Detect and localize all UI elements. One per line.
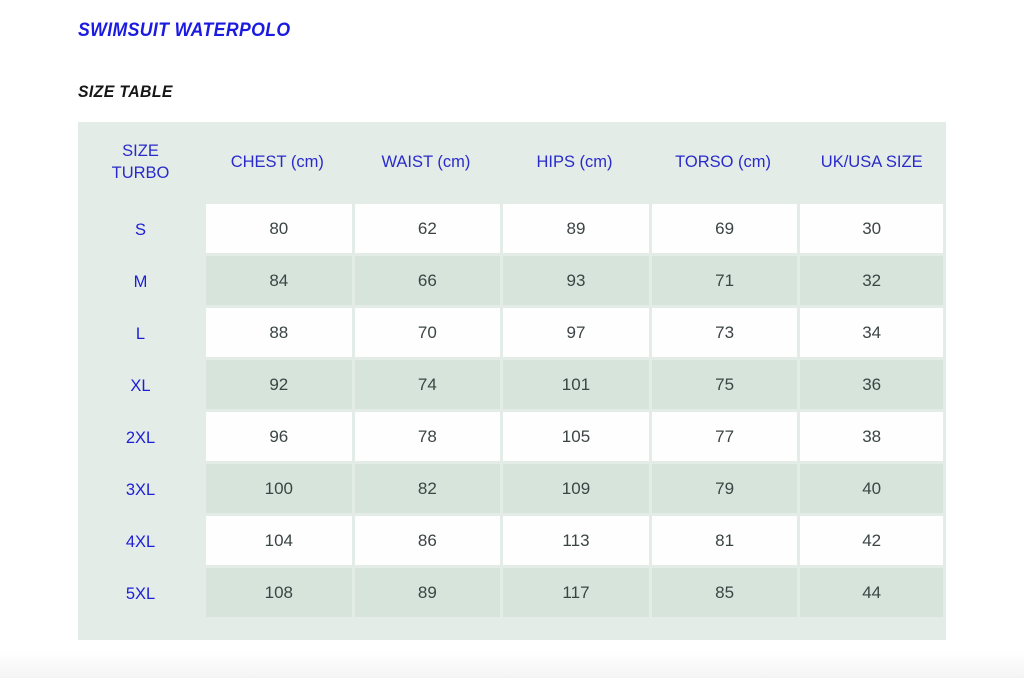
cell-hips: 89 (500, 204, 649, 256)
cell-waist: 66 (351, 256, 501, 308)
cell-uk-usa: 42 (797, 516, 946, 568)
cell-chest: 108 (203, 568, 352, 620)
table-row: 3XL 100 82 109 79 40 (78, 464, 946, 516)
product-title: SWIMSUIT WATERPOLO (78, 20, 291, 41)
cell-waist: 74 (351, 360, 501, 412)
cell-hips: 101 (500, 360, 649, 412)
cell-waist: 62 (351, 204, 501, 256)
cell-torso: 79 (648, 464, 798, 516)
cell-uk-usa: 38 (797, 412, 946, 464)
table-header: SIZE TURBO CHEST (cm) WAIST (cm) HIPS (c… (78, 122, 946, 204)
cell-waist: 89 (351, 568, 501, 620)
cell-torso: 69 (648, 204, 798, 256)
table-row: XL 92 74 101 75 36 (78, 360, 946, 412)
size-table: SIZE TURBO CHEST (cm) WAIST (cm) HIPS (c… (78, 122, 946, 620)
cell-size: 3XL (125, 480, 156, 499)
cell-size: 4XL (125, 532, 156, 551)
cell-hips: 97 (500, 308, 649, 360)
cell-torso: 71 (648, 256, 798, 308)
table-body: S 80 62 89 69 30 M 84 66 93 71 32 L (78, 204, 946, 620)
page-bottom-strip (0, 652, 1024, 678)
column-header-size: SIZE TURBO (78, 122, 203, 204)
cell-hips: 117 (500, 568, 649, 620)
table-row: 4XL 104 86 113 81 42 (78, 516, 946, 568)
header-row: SIZE TURBO CHEST (cm) WAIST (cm) HIPS (c… (78, 122, 946, 204)
table-row: S 80 62 89 69 30 (78, 204, 946, 256)
cell-size: S (134, 220, 146, 239)
cell-chest: 96 (203, 412, 352, 464)
cell-hips: 109 (500, 464, 649, 516)
cell-torso: 73 (648, 308, 798, 360)
cell-torso: 81 (648, 516, 798, 568)
cell-uk-usa: 44 (797, 568, 946, 620)
cell-size: XL (130, 376, 151, 395)
cell-waist: 78 (351, 412, 501, 464)
column-header-torso: TORSO (cm) (675, 153, 772, 172)
header-size-line1: SIZE (122, 142, 159, 161)
cell-uk-usa: 40 (797, 464, 946, 516)
cell-torso: 75 (648, 360, 798, 412)
size-table-panel: SIZE TURBO CHEST (cm) WAIST (cm) HIPS (c… (78, 122, 946, 640)
section-title: SIZE TABLE (78, 82, 173, 101)
cell-waist: 82 (351, 464, 501, 516)
cell-chest: 88 (203, 308, 352, 360)
cell-hips: 113 (500, 516, 649, 568)
cell-hips: 93 (500, 256, 649, 308)
cell-size: 5XL (125, 584, 156, 603)
column-header-chest: CHEST (cm) (230, 153, 324, 172)
cell-chest: 84 (203, 256, 352, 308)
cell-uk-usa: 34 (797, 308, 946, 360)
table-row: 2XL 96 78 105 77 38 (78, 412, 946, 464)
cell-uk-usa: 32 (797, 256, 946, 308)
cell-chest: 92 (203, 360, 352, 412)
cell-size: L (135, 324, 146, 343)
column-header-hips: HIPS (cm) (536, 153, 613, 172)
cell-uk-usa: 36 (797, 360, 946, 412)
cell-uk-usa: 30 (797, 204, 946, 256)
cell-chest: 100 (203, 464, 352, 516)
column-header-uk-usa: UK/USA SIZE (820, 153, 923, 172)
cell-waist: 86 (351, 516, 501, 568)
cell-size: 2XL (125, 428, 156, 447)
cell-chest: 104 (203, 516, 352, 568)
table-row: M 84 66 93 71 32 (78, 256, 946, 308)
column-header-waist: WAIST (cm) (381, 153, 471, 172)
cell-waist: 70 (351, 308, 501, 360)
table-row: 5XL 108 89 117 85 44 (78, 568, 946, 620)
table-row: L 88 70 97 73 34 (78, 308, 946, 360)
cell-torso: 77 (648, 412, 798, 464)
cell-size: M (133, 272, 148, 291)
cell-chest: 80 (203, 204, 352, 256)
header-size-line2: TURBO (111, 164, 170, 182)
cell-hips: 105 (500, 412, 649, 464)
cell-torso: 85 (648, 568, 798, 620)
